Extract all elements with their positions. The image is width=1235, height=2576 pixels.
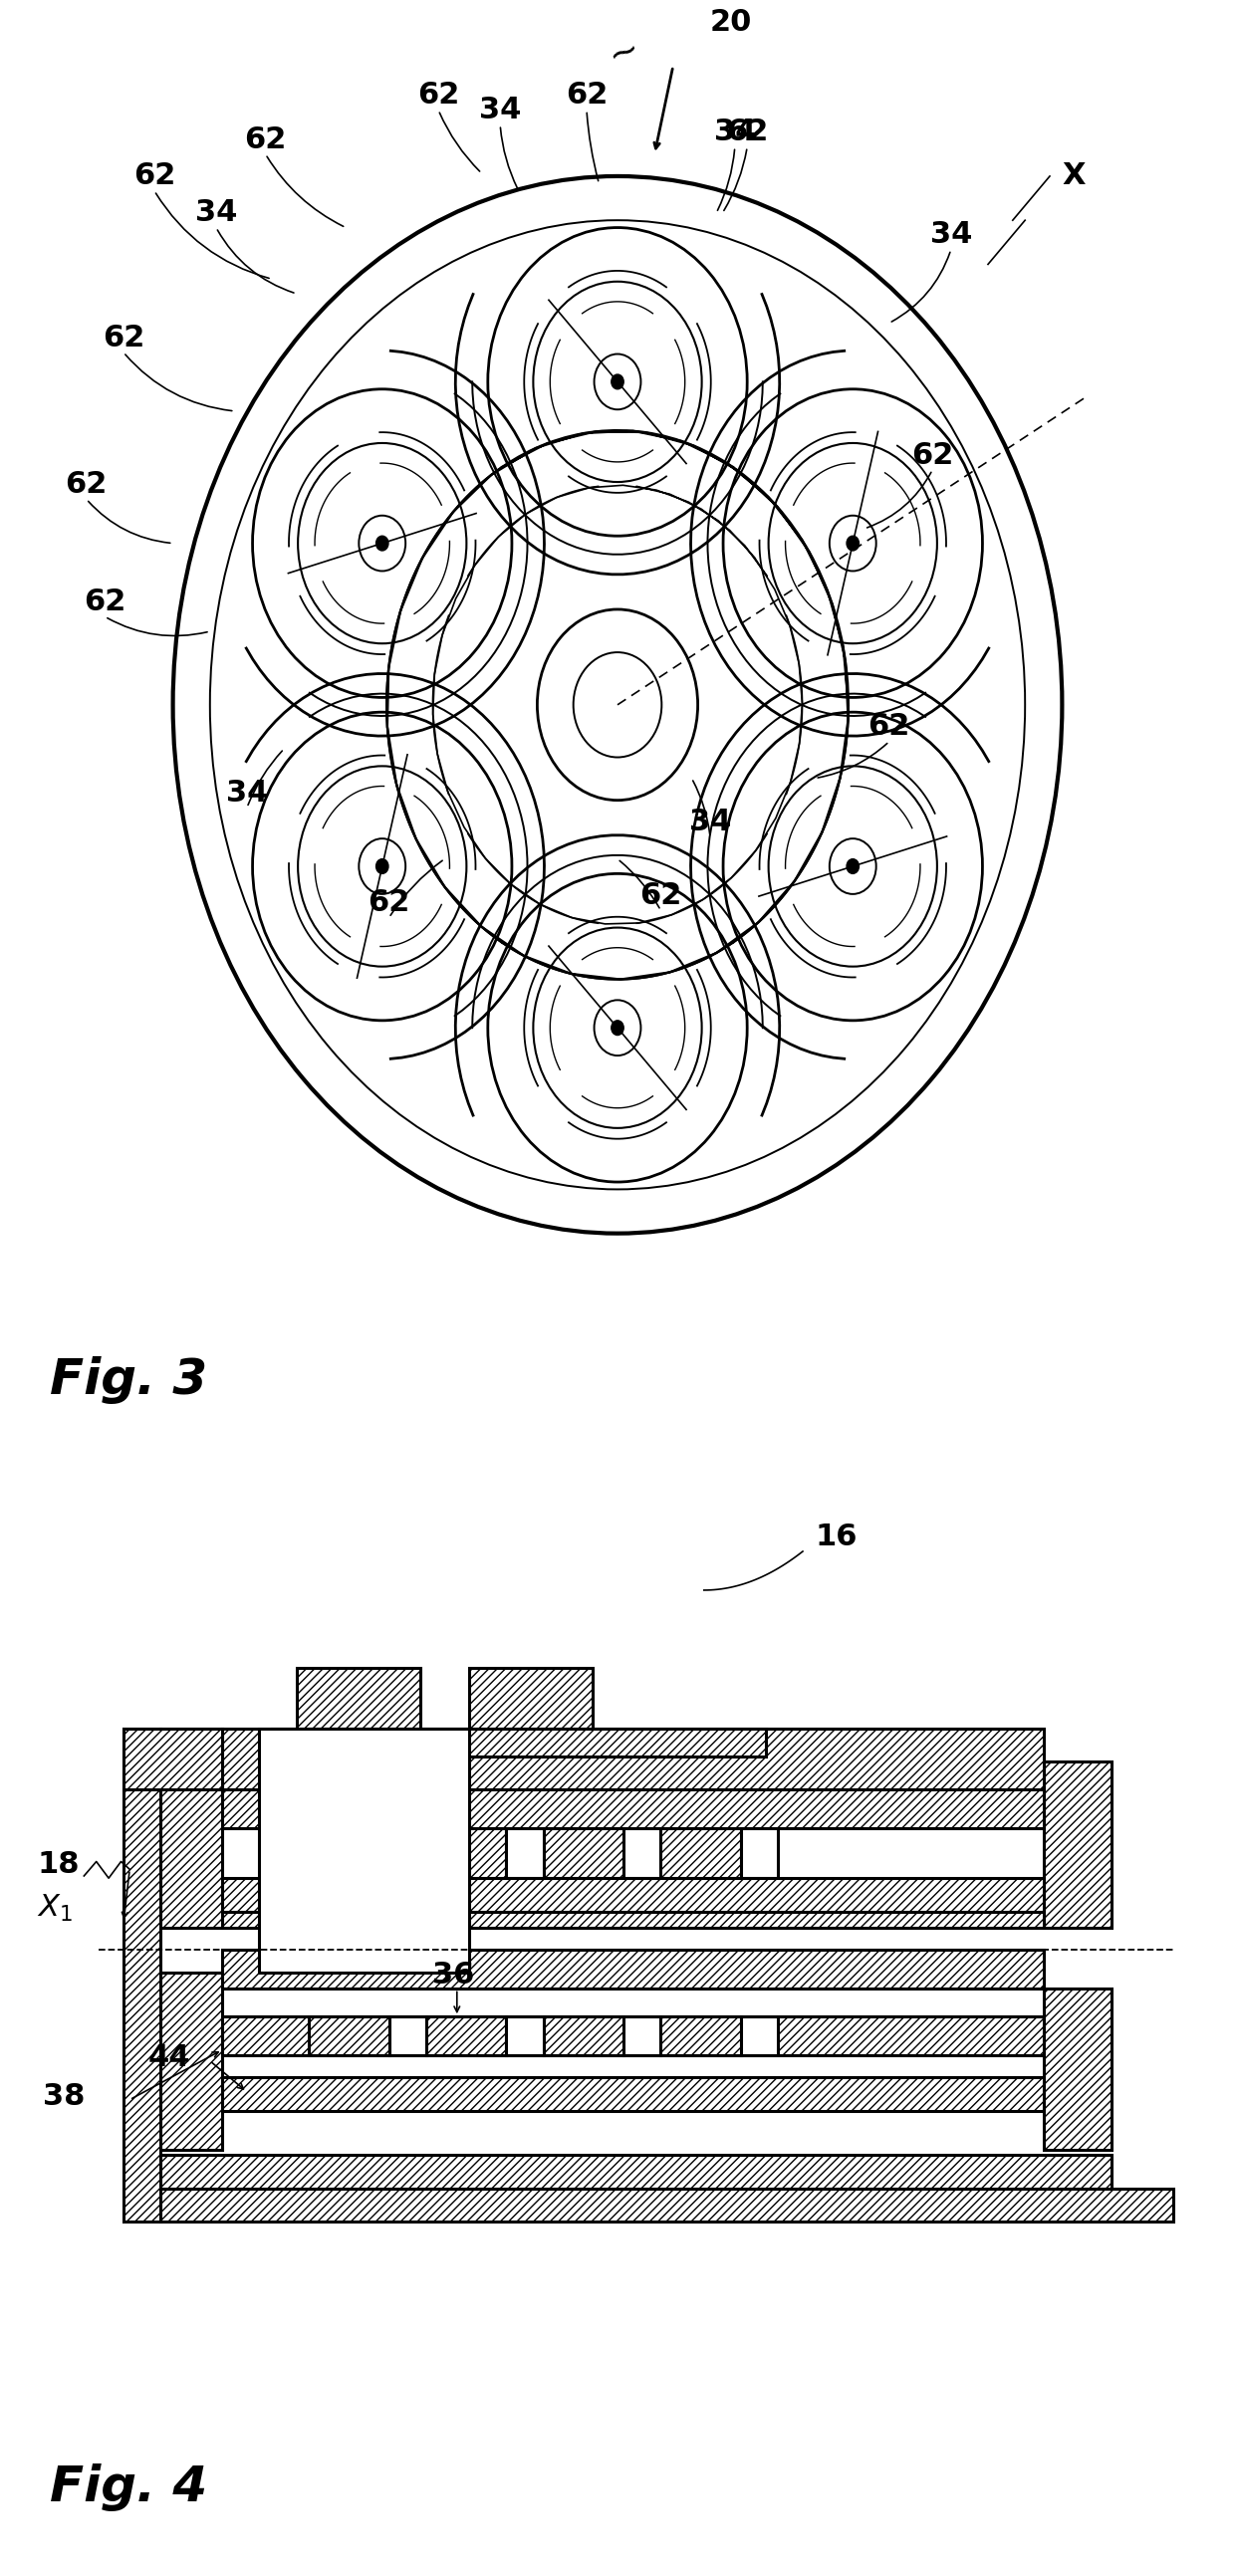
Circle shape bbox=[847, 858, 860, 873]
Bar bbox=[543, 1829, 624, 1878]
Bar bbox=[741, 2017, 778, 2056]
Circle shape bbox=[375, 536, 388, 551]
Text: 34: 34 bbox=[930, 222, 972, 250]
Bar bbox=[309, 2017, 389, 2056]
Text: 44: 44 bbox=[148, 2043, 190, 2074]
Text: 34: 34 bbox=[479, 95, 521, 124]
Text: 36: 36 bbox=[432, 1960, 474, 1989]
Bar bbox=[272, 1728, 766, 1757]
Text: 34: 34 bbox=[714, 118, 756, 147]
Bar bbox=[426, 1829, 506, 1878]
Bar bbox=[161, 1728, 222, 1927]
Text: 62: 62 bbox=[245, 126, 287, 155]
Text: 34: 34 bbox=[195, 198, 237, 227]
Text: 34: 34 bbox=[226, 778, 268, 806]
Bar bbox=[222, 1878, 1044, 1911]
Bar bbox=[741, 1829, 778, 1878]
Bar bbox=[661, 2017, 741, 2056]
Circle shape bbox=[611, 374, 624, 389]
Circle shape bbox=[611, 1020, 624, 1036]
Text: ~: ~ bbox=[603, 28, 645, 75]
Circle shape bbox=[375, 858, 388, 873]
Bar bbox=[389, 2017, 426, 2056]
Text: 34: 34 bbox=[689, 809, 731, 837]
Text: 18: 18 bbox=[37, 1850, 79, 1878]
Bar bbox=[624, 1829, 661, 1878]
Text: 62: 62 bbox=[566, 80, 608, 111]
Bar bbox=[624, 2017, 661, 2056]
Text: 62: 62 bbox=[417, 80, 459, 111]
Bar bbox=[1044, 1762, 1112, 1927]
Text: 62: 62 bbox=[65, 469, 107, 500]
Text: 62: 62 bbox=[368, 889, 410, 917]
Text: 62: 62 bbox=[640, 881, 682, 909]
Text: 62: 62 bbox=[84, 587, 126, 616]
Bar bbox=[543, 2017, 624, 2056]
Bar bbox=[506, 1829, 543, 1878]
Bar bbox=[124, 1728, 161, 2221]
Bar bbox=[296, 1667, 420, 1728]
Bar bbox=[161, 1973, 222, 2148]
Bar bbox=[661, 1829, 741, 1878]
Bar bbox=[309, 1829, 389, 1878]
Bar bbox=[389, 1829, 426, 1878]
Text: Fig. 3: Fig. 3 bbox=[49, 1358, 207, 1404]
Text: 62: 62 bbox=[868, 714, 910, 742]
Bar bbox=[222, 1911, 1044, 1927]
Text: X: X bbox=[1062, 162, 1086, 191]
Bar bbox=[222, 1728, 1044, 1790]
Text: 62: 62 bbox=[726, 118, 768, 147]
Bar bbox=[222, 2017, 1044, 2056]
Text: 16: 16 bbox=[815, 1522, 857, 1551]
Bar bbox=[469, 1667, 593, 1728]
Bar bbox=[426, 2017, 506, 2056]
Text: 62: 62 bbox=[103, 322, 144, 353]
Text: 62: 62 bbox=[133, 162, 175, 191]
Bar bbox=[259, 1728, 469, 1973]
Bar bbox=[161, 2156, 1112, 2190]
Text: 62: 62 bbox=[911, 440, 953, 469]
Bar bbox=[161, 2190, 1173, 2221]
Bar bbox=[506, 2017, 543, 2056]
Text: 20: 20 bbox=[710, 8, 752, 36]
Bar bbox=[1044, 1989, 1112, 2148]
Bar bbox=[222, 1790, 1044, 1829]
Circle shape bbox=[847, 536, 860, 551]
Bar bbox=[222, 2076, 1044, 2110]
Bar bbox=[222, 1950, 1044, 1989]
Text: $X_1$: $X_1$ bbox=[37, 1893, 73, 1924]
Bar bbox=[124, 1728, 222, 1790]
Text: Fig. 4: Fig. 4 bbox=[49, 2463, 207, 2512]
Text: 38: 38 bbox=[43, 2081, 85, 2112]
